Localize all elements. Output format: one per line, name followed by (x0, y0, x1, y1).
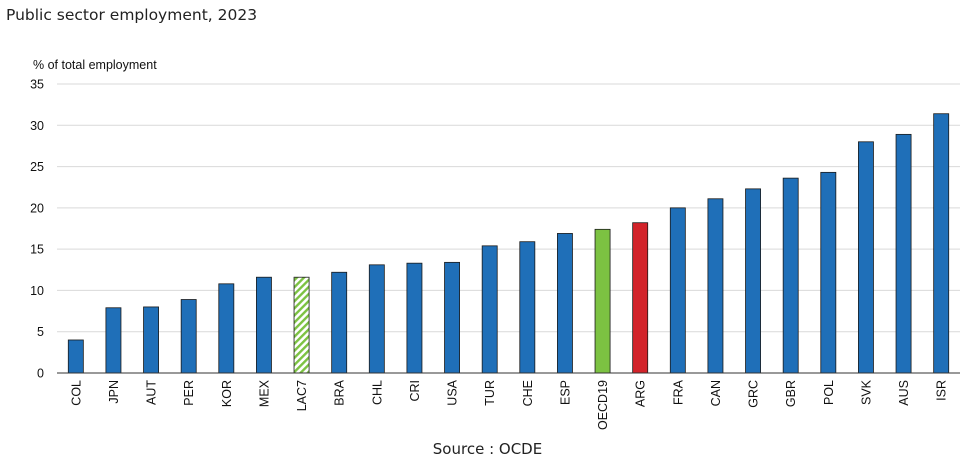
bar-chl (368, 264, 385, 374)
bar-esp (557, 233, 573, 374)
y-tick-labels: 0 5 10 15 20 25 30 35 (30, 78, 44, 381)
y-tick-label: 5 (37, 325, 44, 339)
bar-jpn (105, 307, 122, 374)
bar-grc (745, 188, 761, 374)
bar-pol (820, 171, 837, 374)
bar-mex (256, 276, 272, 374)
x-tick-label-per: PER (182, 380, 196, 406)
x-tick-label-kor: KOR (220, 380, 234, 407)
x-tick-label-usa: USA (446, 379, 460, 405)
chart-title: Public sector employment, 2023 (6, 6, 258, 24)
bar-lac7 (293, 276, 310, 374)
bar-chart: % of total employment 0 5 10 15 20 25 30 35 COL… (30, 58, 960, 430)
x-tick-label-che: CHE (521, 380, 535, 406)
x-tick-label-aus: AUS (897, 380, 911, 406)
bar-tur (481, 245, 498, 374)
x-tick-label-isr: ISR (935, 380, 949, 401)
x-tick-label-gbr: GBR (784, 380, 798, 407)
x-tick-label-col: COL (69, 380, 83, 406)
x-tick-label-tur: TUR (483, 380, 497, 406)
bar-svk (858, 141, 874, 374)
bar-aut (143, 306, 159, 374)
x-tick-label-lac7: LAC7 (295, 380, 309, 411)
x-tick-label-svk: SVK (859, 379, 873, 405)
x-tick-label-can: CAN (709, 380, 723, 406)
y-tick-label: 20 (30, 201, 44, 215)
bar-che (519, 241, 536, 374)
bar-arg (632, 222, 649, 374)
bar-fra (669, 207, 686, 374)
bar-can (707, 198, 724, 374)
y-tick-label: 25 (30, 160, 44, 174)
gridlines (57, 83, 960, 333)
x-tick-label-pol: POL (822, 380, 836, 405)
bars (67, 113, 950, 374)
bar-kor (218, 283, 235, 374)
bar-col (67, 339, 84, 374)
x-tick-label-fra: FRA (671, 379, 685, 405)
y-tick-label: 35 (30, 78, 44, 92)
x-tick-label-arg: ARG (634, 380, 648, 407)
x-tick-label-bra: BRA (333, 379, 347, 405)
bar-isr (933, 113, 950, 374)
x-tick-label-esp: ESP (558, 380, 572, 405)
bar-per (180, 299, 197, 374)
bar-gbr (782, 177, 799, 374)
y-tick-label: 15 (30, 243, 44, 257)
bar-aus (895, 133, 912, 374)
source-note: Source : OCDE (432, 440, 543, 458)
y-tick-label: 10 (30, 284, 44, 298)
x-tick-label-chl: CHL (370, 380, 384, 405)
bar-usa (444, 261, 460, 374)
y-tick-label: 0 (37, 367, 44, 381)
x-tick-label-mex: MEX (257, 379, 271, 407)
bar-oecd19 (594, 228, 611, 374)
bar-cri (406, 262, 423, 374)
x-tick-label-aut: AUT (145, 380, 159, 405)
x-tick-label-jpn: JPN (107, 380, 121, 404)
bar-bra (331, 271, 348, 374)
y-tick-label: 30 (30, 119, 44, 133)
x-tick-labels: COL JPN AUT PER KOR MEX LAC7 BRA CHL CRI USA TUR CHE… (69, 379, 948, 430)
x-tick-label-oecd19: OECD19 (596, 380, 610, 430)
x-tick-label-cri: CRI (408, 380, 422, 402)
x-tick-label-grc: GRC (747, 380, 761, 408)
y-axis-label: % of total employment (33, 58, 157, 72)
